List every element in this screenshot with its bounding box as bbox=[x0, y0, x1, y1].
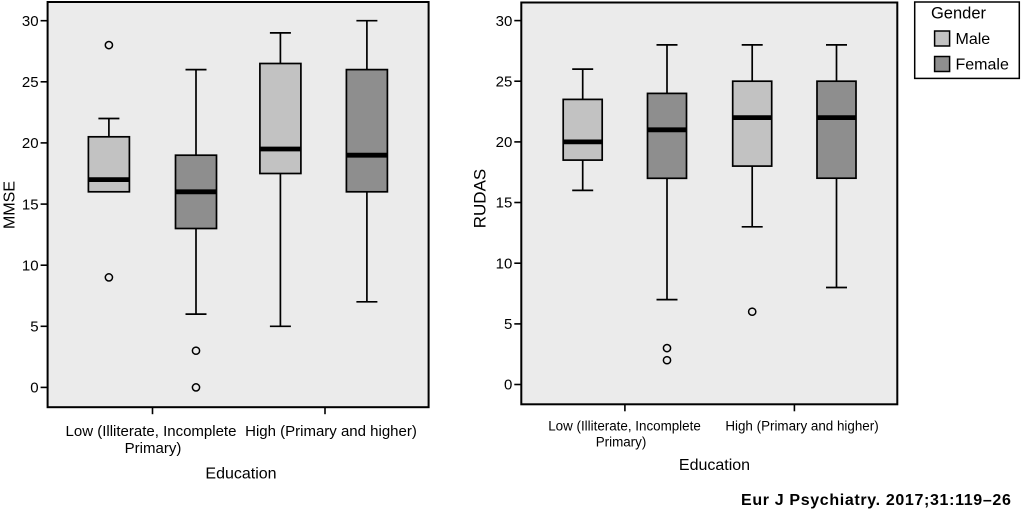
svg-text:RUDAS: RUDAS bbox=[471, 169, 490, 229]
svg-text:0: 0 bbox=[30, 380, 38, 397]
svg-text:Gender: Gender bbox=[931, 5, 987, 23]
svg-text:High (Primary and higher): High (Primary and higher) bbox=[725, 419, 878, 434]
svg-text:25: 25 bbox=[22, 74, 39, 91]
svg-text:Education: Education bbox=[205, 466, 276, 483]
svg-text:Education: Education bbox=[679, 457, 750, 474]
svg-text:10: 10 bbox=[496, 255, 513, 272]
svg-text:Eur J Psychiatry. 2017;31:119–: Eur J Psychiatry. 2017;31:119–26 bbox=[741, 492, 1011, 509]
svg-text:0: 0 bbox=[504, 377, 512, 394]
svg-text:Primary): Primary) bbox=[125, 440, 182, 457]
svg-text:15: 15 bbox=[496, 195, 513, 212]
svg-text:Low (Illiterate, Incomplete: Low (Illiterate, Incomplete bbox=[66, 423, 237, 440]
svg-text:20: 20 bbox=[496, 134, 513, 151]
svg-text:20: 20 bbox=[22, 135, 39, 152]
svg-text:30: 30 bbox=[496, 13, 513, 30]
svg-text:5: 5 bbox=[30, 319, 38, 336]
svg-text:Female: Female bbox=[956, 57, 1009, 74]
svg-text:High (Primary and higher): High (Primary and higher) bbox=[245, 423, 417, 440]
svg-text:MMSE: MMSE bbox=[2, 181, 19, 229]
svg-text:15: 15 bbox=[22, 196, 39, 213]
svg-text:5: 5 bbox=[504, 316, 512, 333]
svg-text:25: 25 bbox=[496, 74, 513, 91]
svg-text:10: 10 bbox=[22, 257, 39, 274]
svg-text:Primary): Primary) bbox=[596, 435, 647, 450]
svg-text:30: 30 bbox=[22, 13, 39, 30]
svg-text:Low (Illiterate, Incomplete: Low (Illiterate, Incomplete bbox=[548, 419, 701, 434]
svg-text:Male: Male bbox=[956, 31, 991, 48]
